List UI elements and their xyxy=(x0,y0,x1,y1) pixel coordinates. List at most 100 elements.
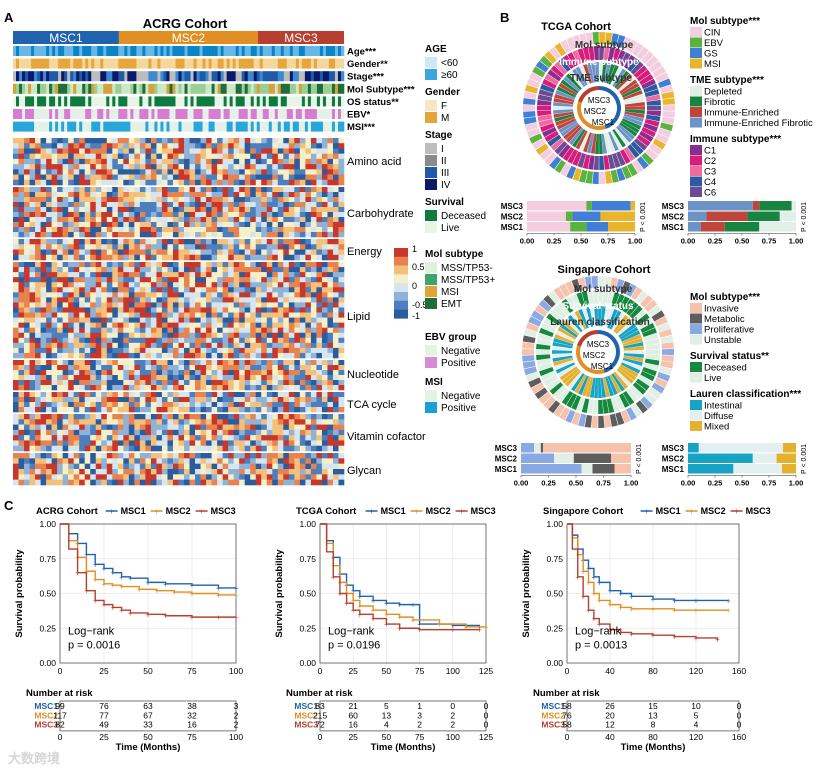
heatmap-cell xyxy=(250,179,257,186)
heatmap-cell xyxy=(13,445,19,452)
heatmap-cell xyxy=(184,187,190,193)
track-cell xyxy=(289,58,294,69)
heatmap-cell xyxy=(84,179,91,186)
heatmap-cell xyxy=(305,407,312,413)
heatmap-cell xyxy=(184,244,190,250)
heatmap-cell xyxy=(79,202,86,208)
donut-segment xyxy=(538,89,554,98)
heatmap-cell xyxy=(294,212,301,218)
heatmap-cell xyxy=(29,435,36,441)
heatmap-cell xyxy=(178,375,185,381)
heatmap-cell xyxy=(283,453,290,459)
heatmap-cell xyxy=(40,267,47,273)
track-cell xyxy=(97,83,101,94)
heatmap-cell xyxy=(106,272,113,278)
heatmap-cell xyxy=(117,380,124,386)
heatmap-cell xyxy=(73,143,80,149)
heatmap-cell xyxy=(139,424,146,431)
track-cell xyxy=(25,46,29,56)
heatmap-cell xyxy=(57,360,63,366)
track-cell xyxy=(55,46,59,56)
heatmap-cell xyxy=(288,445,295,452)
heatmap-cell xyxy=(272,292,279,298)
track-cell xyxy=(31,71,35,82)
heatmap-cell xyxy=(299,322,306,328)
heatmap-cell xyxy=(332,375,339,381)
heatmap-cell xyxy=(272,327,279,334)
heatmap-cell xyxy=(239,277,245,283)
track-cell xyxy=(76,121,80,132)
heatmap-cell xyxy=(62,397,69,403)
heatmap-cell xyxy=(299,232,306,238)
donut-segment xyxy=(554,61,568,75)
heatmap-cell xyxy=(51,402,58,408)
heatmap-block xyxy=(13,187,345,238)
heatmap-cell xyxy=(68,169,74,175)
heatmap-cell xyxy=(29,217,36,223)
heatmap-cell xyxy=(18,407,25,413)
heatmap-cell xyxy=(145,365,152,371)
heatmap-cell xyxy=(217,474,223,480)
donut-segment xyxy=(563,76,581,92)
heatmap-cell xyxy=(51,244,58,250)
heatmap-cell xyxy=(117,317,124,323)
track-cell xyxy=(208,121,212,132)
heatmap-cell xyxy=(321,227,328,233)
heatmap-cell xyxy=(200,267,207,273)
heatmap-cell xyxy=(13,153,19,160)
heatmap-cell xyxy=(255,474,262,480)
heatmap-cell xyxy=(327,232,334,238)
heatmap-cell xyxy=(338,463,345,470)
heatmap-cell xyxy=(156,164,163,170)
heatmap-cell xyxy=(233,267,240,273)
heatmap-cell xyxy=(277,207,284,213)
heatmap-cell xyxy=(29,297,36,303)
heatmap-cell xyxy=(321,380,328,386)
heatmap-cell xyxy=(95,392,102,398)
track-cell xyxy=(319,71,324,82)
heatmap-cell xyxy=(321,337,328,344)
track-cell xyxy=(46,96,50,107)
heatmap-cell xyxy=(150,187,157,193)
heatmap-cell xyxy=(200,192,207,198)
heatmap-cell xyxy=(211,469,218,475)
heatmap-cell xyxy=(299,463,306,470)
donut-segment xyxy=(649,60,663,73)
heatmap-cell xyxy=(90,164,97,170)
donut-segment xyxy=(601,133,608,154)
heatmap-cell xyxy=(321,212,328,218)
heatmap-cell xyxy=(13,453,19,459)
heatmap-cell xyxy=(13,307,19,313)
heatmap-cell xyxy=(145,197,152,203)
heatmap-cell xyxy=(167,474,174,480)
heatmap-cell xyxy=(161,222,168,228)
heatmap-cell xyxy=(68,463,74,470)
heatmap-cell xyxy=(206,312,212,318)
heatmap-cell xyxy=(46,469,52,475)
heatmap-cell xyxy=(228,187,234,193)
heatmap-cell xyxy=(51,392,58,398)
heatmap-cell xyxy=(117,440,124,447)
heatmap-cell xyxy=(294,317,301,323)
heatmap-cell xyxy=(40,148,47,154)
heatmap-cell xyxy=(316,232,323,238)
heatmap-cell xyxy=(68,453,74,459)
heatmap-cell xyxy=(73,179,80,186)
heatmap-cell xyxy=(95,332,102,339)
heatmap-cell xyxy=(305,277,312,283)
heatmap-cell xyxy=(321,292,328,298)
heatmap-cell xyxy=(18,227,25,233)
heatmap-cell xyxy=(18,249,25,256)
heatmap-cell xyxy=(35,307,41,313)
heatmap-cell xyxy=(211,424,218,431)
legend-item: I xyxy=(441,144,444,155)
heatmap-cell xyxy=(57,424,63,431)
heatmap-cell xyxy=(327,202,334,208)
heatmap-cell xyxy=(57,385,63,391)
heatmap-cell xyxy=(217,164,223,170)
heatmap-cell xyxy=(272,360,279,366)
heatmap-cell xyxy=(277,347,284,354)
heatmap-cell xyxy=(156,282,163,288)
heatmap-cell xyxy=(79,385,86,391)
heatmap-cell xyxy=(13,352,19,359)
